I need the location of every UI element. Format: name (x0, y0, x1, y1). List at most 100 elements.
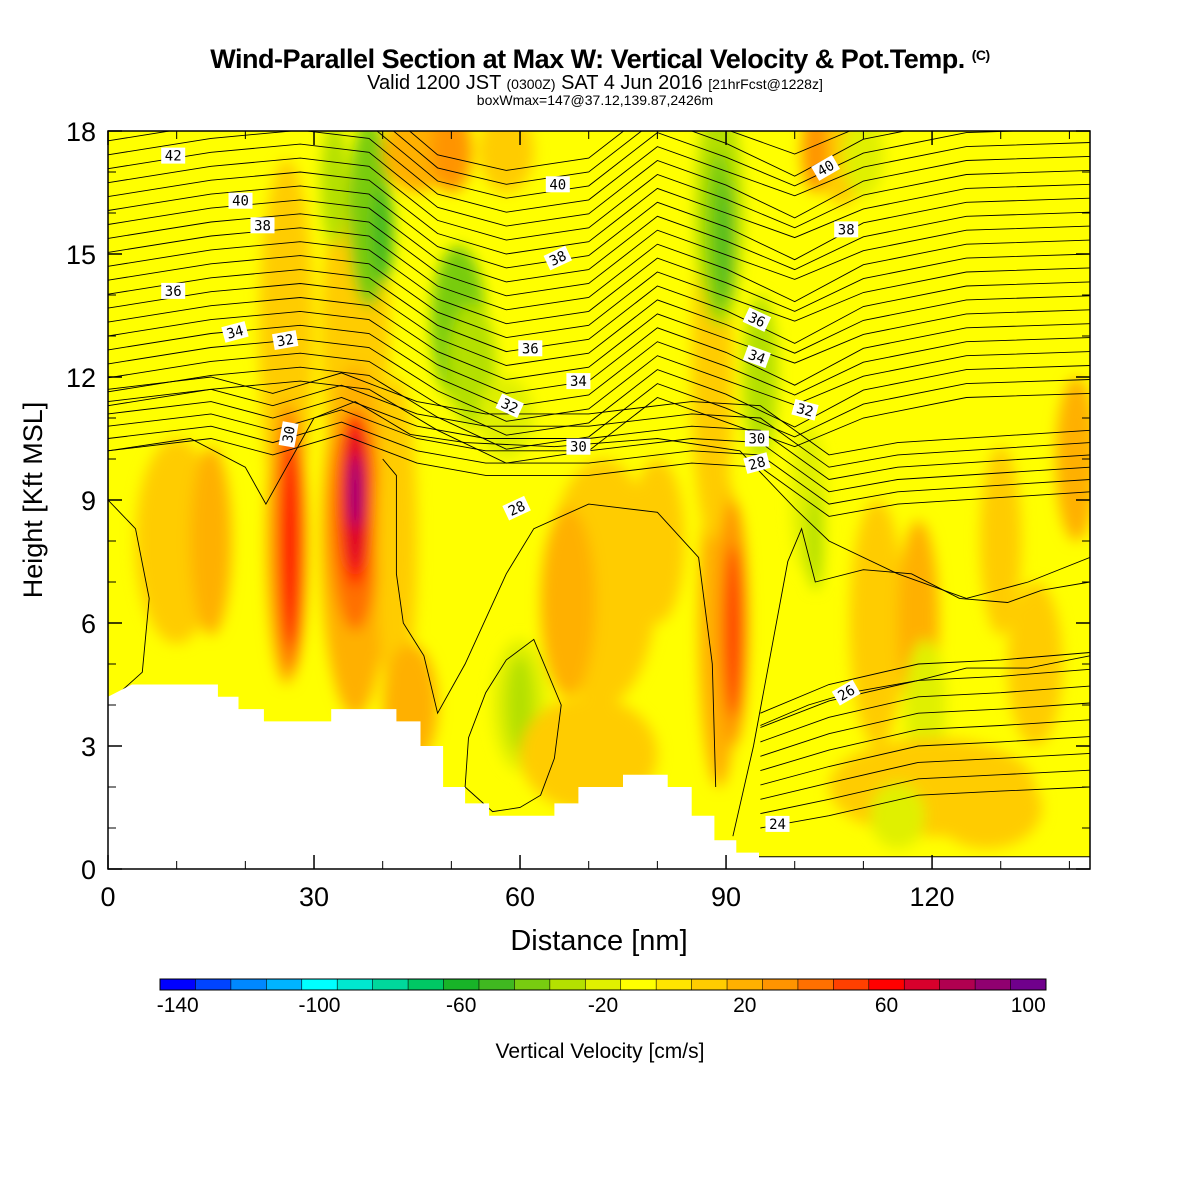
contour-label-text: 28 (747, 454, 767, 474)
theta-contour (108, 372, 1090, 456)
colorbar-swatch (904, 979, 941, 990)
contour-label: 38 (834, 221, 859, 238)
contour-label: 36 (518, 340, 543, 357)
contour-label-text: 34 (570, 374, 587, 390)
velocity-blob (743, 295, 778, 459)
theta-contour (108, 433, 1090, 517)
velocity-blob (719, 180, 733, 304)
theta-contour (108, 213, 1090, 297)
contour-label-text: 32 (276, 332, 295, 351)
contour-label-text: 36 (165, 284, 182, 300)
colorbar-swatch (868, 979, 905, 990)
contour-label: 40 (811, 154, 840, 181)
colorbar-tick-label: 100 (1011, 994, 1046, 1017)
colorbar-tick-label: 20 (733, 994, 756, 1017)
velocity-blob (723, 545, 742, 718)
theta-contour (108, 131, 1090, 213)
contour-label: 40 (228, 192, 253, 210)
y-tick-label: 9 (81, 486, 96, 516)
theta-contour (760, 736, 1090, 786)
theta-contour (108, 401, 1090, 599)
contour-label-text: 38 (838, 222, 855, 238)
theta-contour (108, 199, 1090, 283)
colorbar-swatch (727, 979, 763, 990)
velocity-blob (430, 131, 472, 193)
contour-label-text: 38 (254, 218, 271, 234)
contour-labels: 42 40 38 36 34 32 30 40 38 36 34 32 30 28 36 34 32 30 28 40… (161, 147, 861, 833)
contour-label-text: 34 (225, 323, 245, 343)
contour-label-text: 24 (769, 817, 786, 833)
colorbar-tick-label: 60 (875, 994, 898, 1017)
contour-label-text: 34 (746, 347, 767, 368)
contour-label: 38 (543, 245, 573, 271)
theta-contour (760, 769, 1090, 815)
theta-contour (108, 384, 1090, 468)
theta-contour (108, 143, 1090, 227)
colorbar-swatch (337, 979, 374, 990)
contour-label: 30 (566, 438, 591, 456)
colorbar-swatch (443, 979, 480, 990)
contour-label: 40 (545, 176, 570, 193)
colorbar-tick-label: -100 (298, 994, 340, 1017)
colorbar-swatch (1010, 979, 1047, 990)
contour-label-text: 32 (795, 401, 815, 421)
colorbar-swatch (691, 979, 728, 990)
contour-label-text: 32 (498, 396, 520, 418)
velocity-blob (281, 434, 299, 648)
theta-contour (108, 499, 150, 698)
colorbar-swatch (656, 979, 693, 990)
contour-label: 30 (744, 430, 769, 448)
contour-label: 28 (502, 495, 531, 521)
theta-contour (760, 719, 1090, 772)
theta-contour (108, 366, 1090, 450)
chart-title-block: Wind-Parallel Section at Max W: Vertical… (0, 40, 1200, 107)
contour-label: 30 (278, 421, 299, 448)
x-tick-label: 120 (910, 882, 955, 912)
chart-subtitle: Valid 1200 JST (0300Z) SAT 4 Jun 2016 [2… (367, 72, 823, 94)
contour-label-text: 30 (570, 440, 587, 456)
theta-contour (108, 171, 1090, 255)
contour-label-text: 36 (745, 310, 767, 332)
colorbar-swatch (585, 979, 622, 990)
velocity-blob (842, 131, 884, 197)
colorbar-swatch (939, 979, 976, 990)
contour-label-text: 30 (280, 425, 299, 444)
copyright-mark: (C) (971, 47, 990, 63)
theta-contour (108, 269, 1090, 353)
x-tick-label: 0 (100, 882, 115, 912)
colorbar-swatch (549, 979, 586, 990)
velocity-blob (849, 500, 905, 746)
colorbar-label: Vertical Velocity [cm/s] (496, 1040, 705, 1063)
contour-label: 28 (743, 452, 771, 474)
chart-box-info: boxWmax=147@37.12,139.87,2426m (476, 92, 714, 108)
theta-contour (108, 324, 1090, 408)
theta-contour (760, 752, 1090, 800)
x-tick-label: 90 (711, 882, 741, 912)
y-tick-label: 18 (66, 117, 96, 147)
contour-label-text: 40 (815, 158, 838, 180)
colorbar-swatch (195, 979, 232, 990)
colorbar-swatch (372, 979, 409, 990)
theta-contour (108, 185, 1090, 269)
velocity-blob (1007, 582, 1063, 746)
theta-contour (108, 255, 1090, 339)
velocity-blob (904, 639, 946, 771)
contour-label: 32 (271, 330, 299, 351)
velocity-blob (540, 508, 596, 697)
velocity-blob (980, 446, 1022, 636)
theta-contour (108, 157, 1090, 241)
velocity-blob (190, 446, 232, 636)
theta-contour (108, 409, 1090, 493)
theta-contour (108, 421, 1090, 505)
theta-contour (108, 131, 1029, 199)
theta-contour (108, 397, 1090, 480)
theta-contour (382, 458, 717, 788)
contour-label-text: 38 (547, 248, 569, 270)
colorbar-tick-label: -60 (446, 994, 476, 1017)
contour-label: 34 (221, 321, 249, 343)
colorbar-swatch (408, 979, 445, 990)
contour-label-text: 36 (522, 341, 539, 357)
theta-contour (732, 527, 1090, 837)
colorbar-swatch (266, 979, 303, 990)
